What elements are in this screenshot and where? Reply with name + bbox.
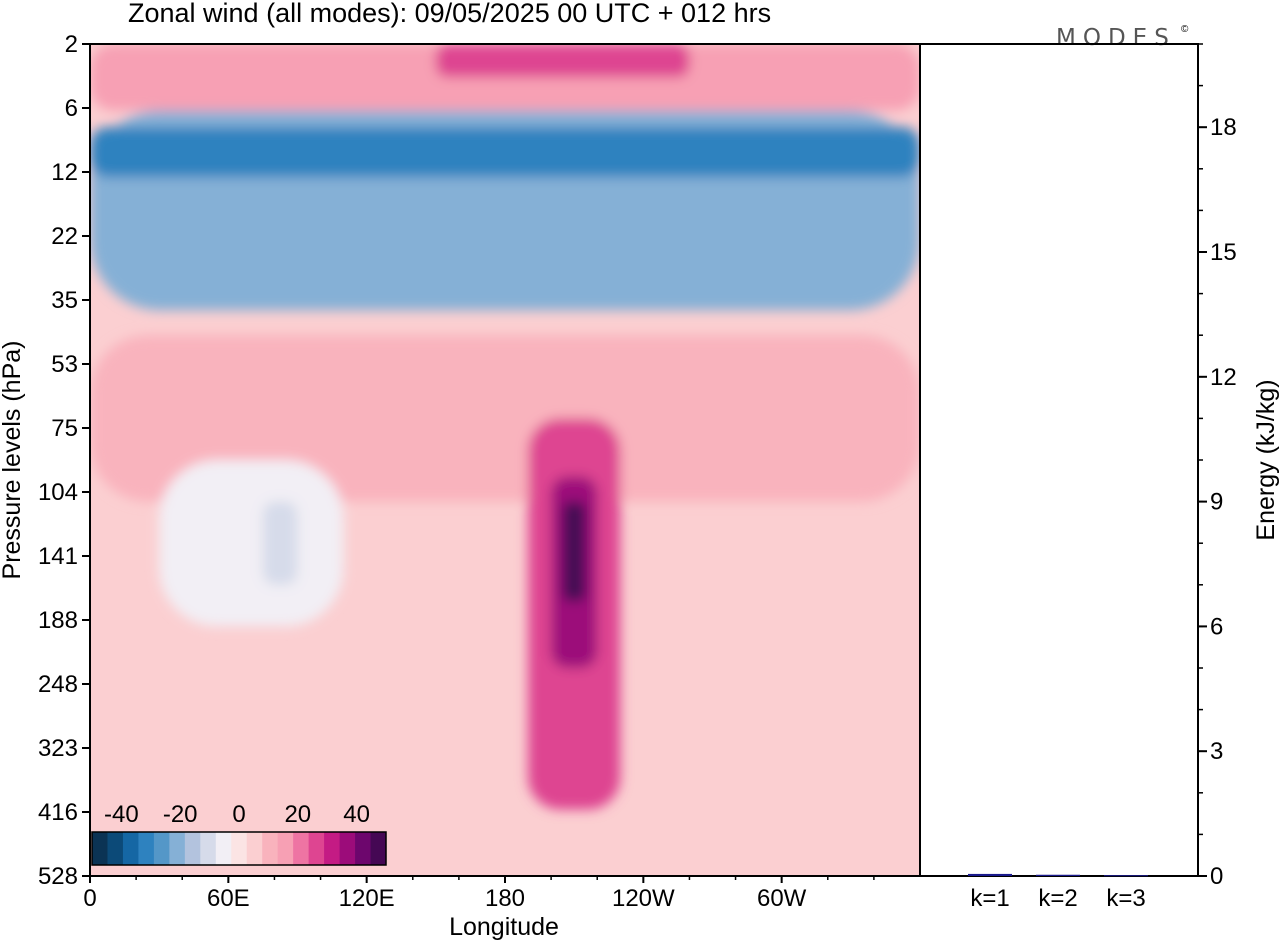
colorbar-swatch: [262, 832, 279, 865]
modes-logo: MODES: [1056, 25, 1176, 51]
x-tick-label: 60E: [207, 885, 250, 912]
y-tick-label: 104: [38, 479, 78, 506]
heatmap-regions: [90, 44, 920, 810]
x-tick-label: 60W: [757, 885, 807, 912]
logo-copyright-mark: ©: [1181, 24, 1189, 35]
energy-axis: 0 3 6 9 12 15 18: [1198, 43, 1237, 890]
y-tick-label: 323: [38, 735, 78, 762]
energy-tick-label: 3: [1210, 738, 1223, 765]
wind-region-3: [90, 127, 920, 178]
colorbar-swatch: [370, 832, 387, 865]
y-tick-label: 2: [65, 31, 78, 58]
colorbar-tick-label: -40: [104, 801, 139, 828]
colorbar-swatch: [122, 832, 139, 865]
colorbar: -40 -20 0 20 40: [91, 801, 387, 866]
y-tick-label: 416: [38, 799, 78, 826]
colorbar-swatch: [107, 832, 124, 865]
y-axis-label: Pressure levels (hPa): [0, 341, 26, 580]
energy-axis-label: Energy (kJ/kg): [1252, 379, 1280, 540]
colorbar-swatch: [184, 832, 201, 865]
colorbar-swatch: [339, 832, 356, 865]
energy-bar-k=2: [1036, 874, 1080, 876]
colorbar-swatch: [200, 832, 217, 865]
wind-region-8: [159, 460, 344, 627]
x-tick-label: 180: [485, 885, 525, 912]
colorbar-swatch: [231, 832, 248, 865]
y-tick-label: 53: [51, 351, 78, 378]
y-tick-label: 248: [38, 671, 78, 698]
colorbar-frame: [91, 831, 387, 866]
energy-tick-label: 15: [1210, 239, 1237, 266]
y-tick-label: 528: [38, 863, 78, 890]
energy-bars: k=1 k=2 k=3: [968, 873, 1148, 912]
colorbar-swatch: [246, 832, 263, 865]
chart-title: Zonal wind (all modes): 09/05/2025 00 UT…: [128, 0, 771, 28]
energy-category-label: k=1: [970, 885, 1009, 912]
y-tick-label: 188: [38, 607, 78, 634]
longitude-axis: 0 60E 120E 180 120W 60W: [83, 876, 875, 912]
colorbar-tick-label: 40: [343, 801, 370, 828]
y-tick-label: 22: [51, 223, 78, 250]
colorbar-swatch: [324, 832, 340, 865]
colorbar-swatch: [92, 832, 108, 865]
energy-tick-label: 0: [1210, 863, 1223, 890]
energy-category-label: k=2: [1038, 885, 1077, 912]
colorbar-tick-label: -20: [163, 801, 198, 828]
colorbar-swatch: [169, 832, 186, 865]
y-tick-label: 35: [51, 287, 78, 314]
wind-region-7: [562, 501, 586, 602]
energy-panel-frame: [919, 43, 1199, 877]
colorbar-swatch: [277, 832, 294, 865]
x-tick-label: 120E: [339, 885, 395, 912]
y-tick-label: 12: [51, 159, 78, 186]
energy-tick-label: 12: [1210, 364, 1237, 391]
y-tick-label: 75: [51, 415, 78, 442]
wind-region-1: [435, 44, 690, 78]
energy-bar-k=1: [968, 873, 1012, 876]
colorbar-swatch: [308, 832, 325, 865]
colorbar-tick-label: 20: [284, 801, 311, 828]
wind-region-9: [262, 501, 298, 585]
x-tick-label: 120W: [612, 885, 675, 912]
y-tick-label: 141: [38, 543, 78, 570]
energy-tick-label: 6: [1210, 613, 1223, 640]
energy-category-label: k=3: [1106, 885, 1145, 912]
heatmap-field: [90, 44, 920, 876]
y-tick-label: 6: [65, 95, 78, 122]
colorbar-swatch: [215, 832, 232, 865]
wind-region-4: [90, 335, 920, 502]
colorbar-swatch: [355, 832, 371, 865]
x-axis-label: Longitude: [449, 913, 559, 941]
colorbar-swatch: [153, 832, 170, 865]
energy-bar-k=3: [1104, 875, 1148, 877]
colorbar-swatch: [293, 832, 310, 865]
colorbar-swatch: [138, 832, 155, 865]
pressure-axis: 2 6 12 22 35 53 75 104 141 188 248 323 416 528: [38, 31, 90, 890]
colorbar-tick-label: 0: [232, 801, 245, 828]
energy-tick-label: 18: [1210, 114, 1237, 141]
energy-tick-label: 9: [1210, 489, 1223, 516]
x-tick-label: 0: [83, 885, 96, 912]
